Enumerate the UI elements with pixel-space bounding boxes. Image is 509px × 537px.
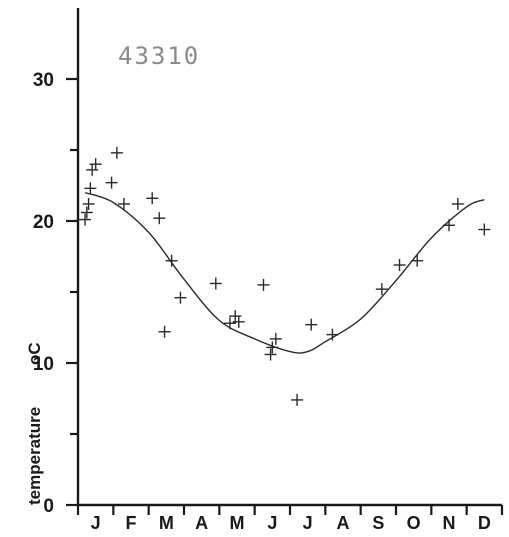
data-point: [411, 254, 424, 267]
data-point: [393, 259, 406, 272]
data-points: [79, 146, 491, 406]
data-point: [264, 348, 277, 361]
month-label: M: [159, 513, 174, 533]
data-point: [375, 283, 388, 296]
data-point: [117, 197, 130, 210]
data-point: [79, 213, 92, 226]
month-label: D: [478, 513, 491, 533]
data-point: [257, 278, 270, 291]
y-ticks: 0 10 20 30: [33, 70, 78, 517]
data-point: [451, 197, 464, 210]
data-point: [223, 317, 236, 330]
data-point: [158, 325, 171, 338]
data-point: [174, 291, 187, 304]
month-label: J: [91, 513, 101, 533]
y-axis-label: temperature oC: [25, 342, 44, 505]
month-label: J: [303, 513, 313, 533]
data-point: [146, 192, 159, 205]
month-label: J: [267, 513, 277, 533]
data-point: [326, 328, 339, 341]
month-label: A: [337, 513, 350, 533]
data-point: [266, 341, 279, 354]
data-point: [232, 315, 245, 328]
y-axis-unit: oC: [25, 342, 44, 365]
data-point: [209, 277, 222, 290]
y-tick-label: 0: [43, 496, 54, 517]
data-point: [165, 254, 178, 267]
y-tick-label: 30: [33, 70, 54, 91]
data-point: [153, 212, 166, 225]
data-point: [443, 219, 455, 232]
data-point: [89, 158, 102, 171]
month-label: M: [230, 513, 245, 533]
month-label: S: [372, 513, 384, 533]
month-label: A: [195, 513, 208, 533]
data-point: [478, 223, 491, 236]
fit-curve: [84, 191, 485, 354]
data-point: [305, 318, 318, 331]
y-tick-label: 10: [33, 354, 54, 375]
month-label: N: [443, 513, 456, 533]
data-point: [84, 182, 97, 195]
data-point: [110, 146, 123, 159]
data-point: [105, 176, 118, 189]
month-label: F: [126, 513, 137, 533]
data-point: [80, 206, 93, 219]
data-point: [269, 332, 282, 345]
data-point: [82, 197, 95, 210]
y-axis-title: temperature: [25, 407, 44, 505]
month-label: O: [407, 513, 421, 533]
station-label: 43310: [118, 42, 200, 70]
data-point: [291, 393, 304, 406]
y-tick-label: 20: [33, 212, 54, 233]
